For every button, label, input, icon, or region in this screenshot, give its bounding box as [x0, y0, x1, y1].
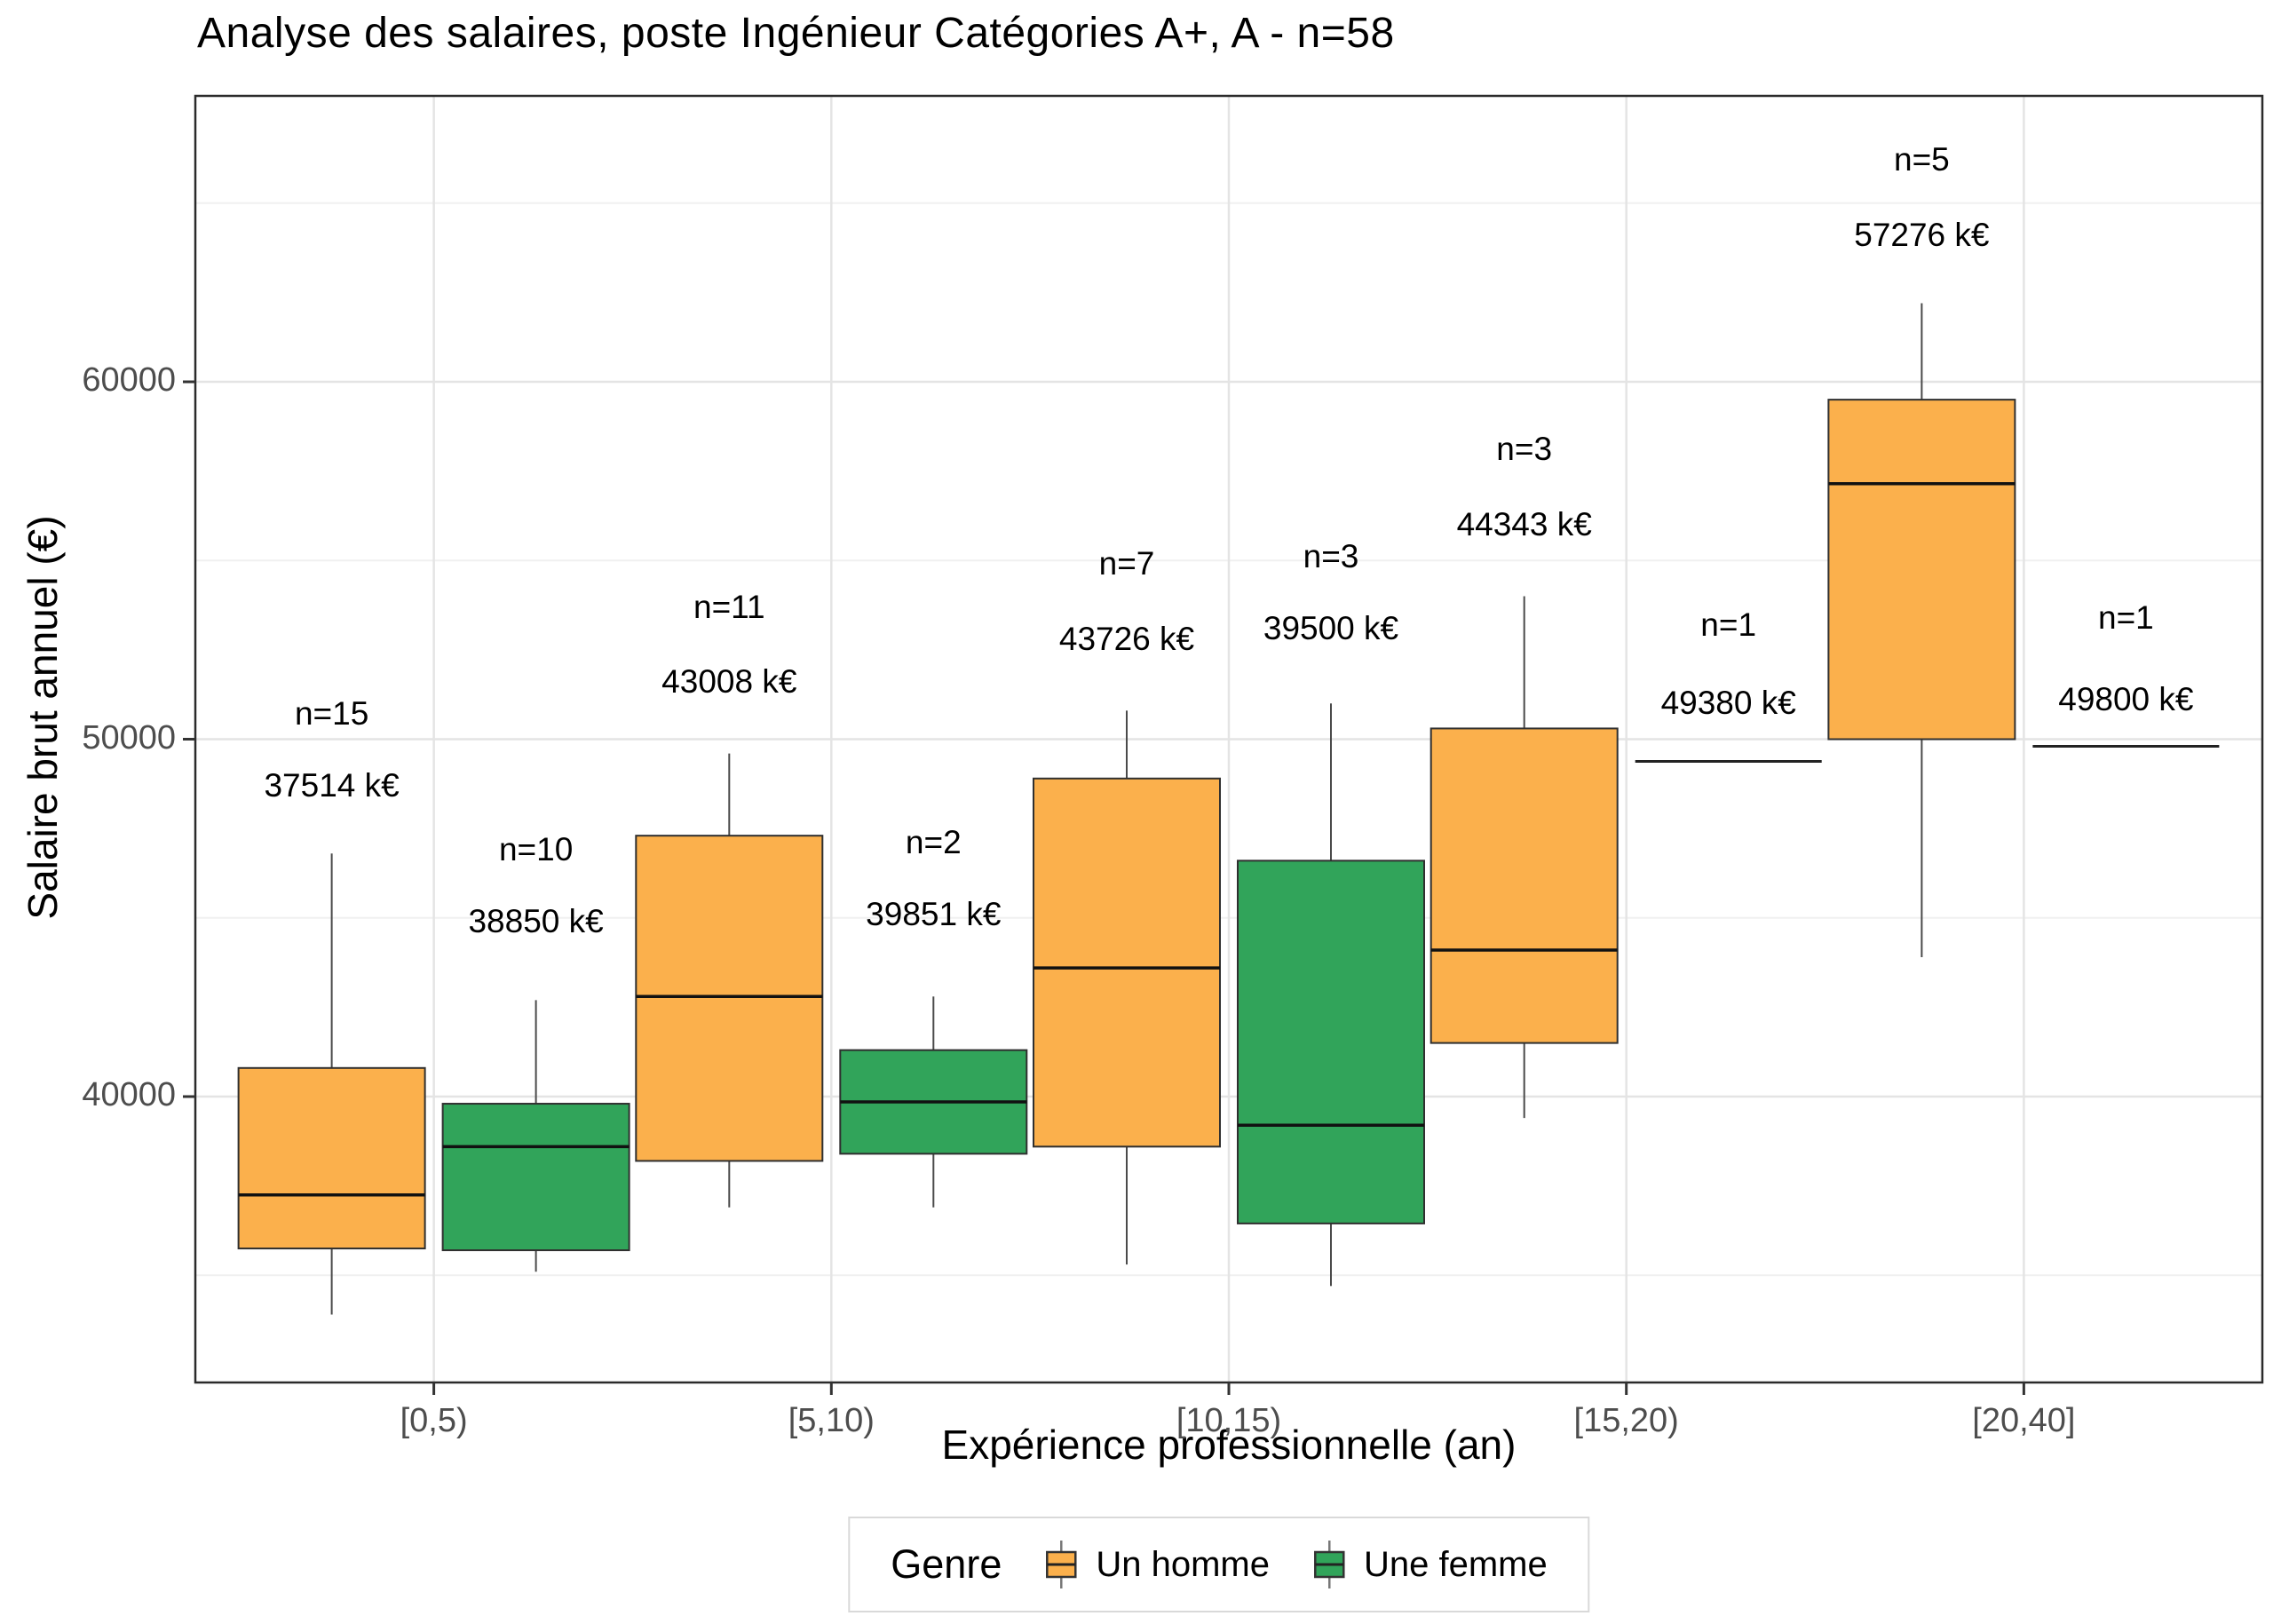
count-annotation: n=7 [1098, 545, 1155, 582]
count-annotation: n=1 [2097, 598, 2154, 636]
y-tick-label: 60000 [82, 361, 176, 399]
count-annotation: n=15 [294, 695, 369, 733]
mean-annotation: 38850 k€ [468, 902, 604, 939]
legend-item: Une femme [1309, 1537, 1548, 1592]
legend-boxplot-glyph [1313, 1541, 1345, 1588]
x-axis-title: Expérience professionnelle (an) [941, 1422, 1517, 1468]
x-tick-label: [5,10) [788, 1402, 875, 1439]
count-annotation: n=5 [1893, 141, 1950, 178]
y-axis-title: Salaire brut annuel (€) [20, 515, 66, 920]
count-annotation: n=2 [905, 824, 962, 861]
mean-annotation: 37514 k€ [264, 766, 400, 804]
boxplot-box [237, 1066, 426, 1250]
x-tick-label: [20,40] [1972, 1402, 2076, 1439]
legend: Genre Un homme Une femme [848, 1517, 1590, 1612]
count-annotation: n=3 [1303, 538, 1359, 575]
x-tick-label: [10,15) [1176, 1402, 1282, 1439]
x-tick-label: [15,20) [1573, 1402, 1679, 1439]
boxplot-box [1033, 777, 1221, 1148]
boxplot-box [1430, 727, 1619, 1044]
legend-label: Un homme [1096, 1544, 1270, 1584]
y-tick-label: 50000 [82, 718, 176, 757]
boxplot-box [441, 1103, 630, 1252]
mean-annotation: 57276 k€ [1854, 216, 1990, 253]
legend-label: Une femme [1363, 1544, 1548, 1584]
boxplot-box [635, 835, 824, 1162]
mean-annotation: 44343 k€ [1456, 506, 1592, 543]
mean-annotation: 43008 k€ [661, 663, 797, 701]
mean-annotation: 49800 k€ [2058, 681, 2194, 718]
boxplot-box [1237, 860, 1425, 1224]
y-tick-label: 40000 [82, 1076, 176, 1113]
mean-annotation: 39500 k€ [1263, 609, 1399, 646]
count-annotation: n=1 [1700, 606, 1757, 643]
mean-annotation: 39851 k€ [866, 895, 1002, 932]
mean-annotation: 49380 k€ [1660, 685, 1796, 722]
legend-title: Genre [891, 1541, 1002, 1587]
boxplot-box [1827, 399, 2016, 741]
legend-items: Un homme Une femme [1041, 1537, 1548, 1592]
mean-annotation: 43726 k€ [1058, 620, 1195, 657]
legend-boxplot-glyph [1046, 1541, 1077, 1588]
chart-title: Analyse des salaires, poste Ingénieur Ca… [197, 10, 1395, 57]
count-annotation: n=11 [693, 588, 765, 625]
x-tick-label: [0,5) [400, 1402, 468, 1439]
count-annotation: n=10 [498, 831, 574, 868]
count-annotation: n=3 [1496, 431, 1553, 468]
legend-item: Un homme [1041, 1537, 1270, 1592]
